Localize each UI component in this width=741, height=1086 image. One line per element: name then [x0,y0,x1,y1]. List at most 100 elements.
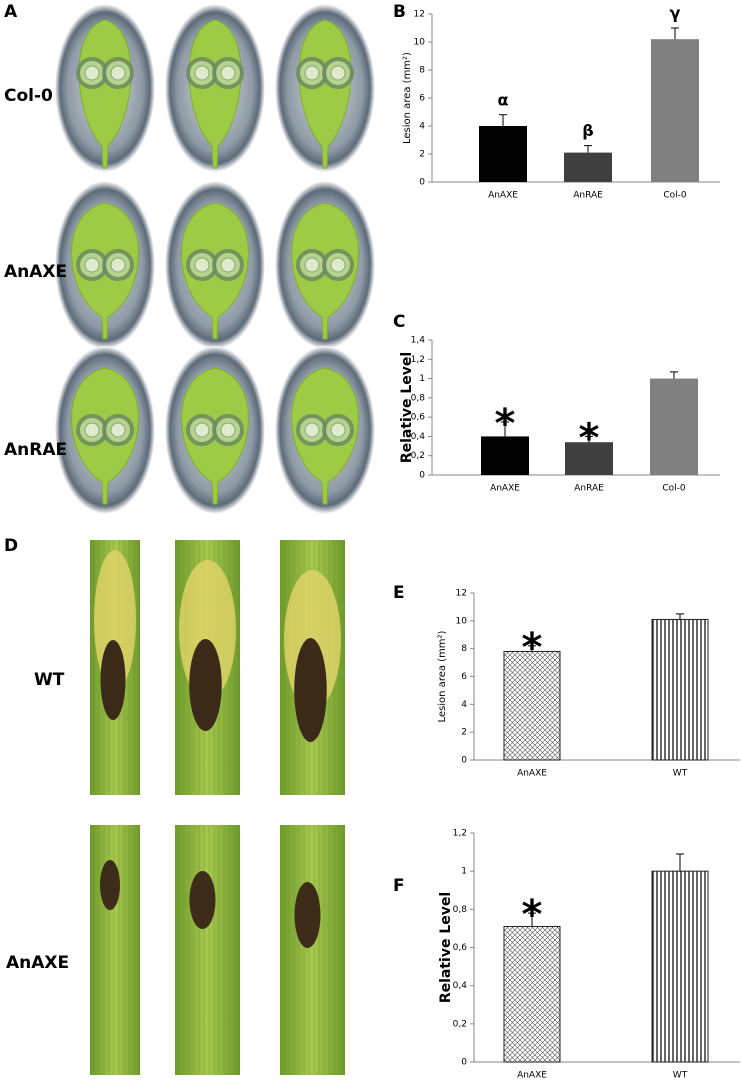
y-tick-label: 1,2 [453,829,467,839]
significance-label: α [498,90,509,109]
bar [481,436,529,475]
significance-label: * [579,415,600,461]
y-tick-label: 0,6 [411,413,426,423]
bar [650,378,698,475]
y-tick-label: 10 [414,38,426,48]
photos [55,4,375,1075]
droplet [84,422,100,438]
wheat-leaf [280,825,345,1075]
y-tick-label: 0,6 [453,943,468,953]
droplet [330,65,346,81]
x-tick-label: Col-0 [662,484,686,494]
y-tick-label: 10 [456,616,468,626]
error-bar [528,645,536,652]
y-tick-label: 0,4 [453,981,468,991]
y-tick-label: 8 [461,644,467,654]
droplet [84,257,100,273]
x-tick-label: AnAXE [490,484,520,494]
y-axis-label: Relative Level [438,892,454,1003]
droplet [220,422,236,438]
droplet [110,257,126,273]
bar [565,442,613,475]
bar [479,126,527,182]
panel-label: F [393,876,405,896]
droplet [110,65,126,81]
panel-label: A [4,2,18,22]
x-tick-label: AnRAE [573,191,603,201]
lesion [294,882,321,948]
droplet [84,65,100,81]
y-tick-label: 6 [461,672,467,682]
droplet [220,257,236,273]
y-tick-label: 0,8 [453,905,468,915]
significance-label: γ [670,4,681,23]
y-axis-label: Relative Level [399,352,415,463]
error-bar [584,145,592,153]
droplet [220,65,236,81]
x-tick-label: AnAXE [488,191,518,201]
lesion [100,860,120,910]
bar [651,618,709,761]
y-tick-label: 2 [461,728,467,738]
error-bar [671,27,679,40]
row-label: AnAXE [4,262,67,282]
y-tick-label: 12 [456,589,467,599]
x-tick-label: AnAXE [517,1071,547,1081]
droplet [194,257,210,273]
bar [651,870,709,1063]
y-tick-label: 0 [461,756,467,766]
x-tick-label: AnAXE [517,769,547,779]
error-bar [585,435,593,443]
error-bar [528,912,536,927]
droplet [304,65,320,81]
bar [503,926,561,1063]
lesion [100,640,126,720]
row-label: WT [34,670,65,690]
y-tick-label: 1,4 [411,336,426,346]
y-axis-label: Lesion area (mm²) [402,52,413,144]
lesion [189,639,222,731]
y-tick-label: 0,2 [411,451,425,461]
panel-label: C [393,312,405,332]
wheat-leaf [90,825,140,1075]
leaf [298,19,352,169]
significance-label: * [522,625,543,671]
row-label: AnAXE [6,953,69,973]
y-tick-label: 4 [419,122,425,132]
y-tick-label: 0 [419,178,425,188]
droplet [194,65,210,81]
error-bar [676,853,684,872]
droplet [194,422,210,438]
bar [564,152,612,182]
lesion [294,638,327,742]
y-tick-label: 0,8 [411,393,426,403]
x-tick-label: Col-0 [663,191,687,201]
panel-label: E [393,583,405,603]
droplet [110,422,126,438]
panel-label: B [393,2,406,22]
row-label: AnRAE [4,440,67,460]
droplet [304,422,320,438]
y-tick-label: 1 [419,374,425,384]
x-tick-label: WT [673,769,688,779]
y-tick-label: 1,2 [411,355,425,365]
leaf [188,19,242,169]
x-tick-label: AnRAE [574,484,604,494]
significance-label: * [522,892,543,938]
y-tick-label: 4 [461,700,467,710]
error-bar [501,421,509,437]
row-label: Col-0 [4,86,53,106]
droplet [330,422,346,438]
bar [651,39,699,183]
error-bar [676,613,684,620]
droplet [330,257,346,273]
wheat-leaf [175,825,240,1075]
y-tick-label: 2 [419,150,425,160]
significance-label: * [495,401,516,447]
lesion [189,871,216,929]
y-tick-label: 0,2 [453,1019,467,1029]
y-tick-label: 0 [461,1058,467,1068]
x-tick-label: WT [673,1071,688,1081]
y-tick-label: 12 [414,10,425,20]
